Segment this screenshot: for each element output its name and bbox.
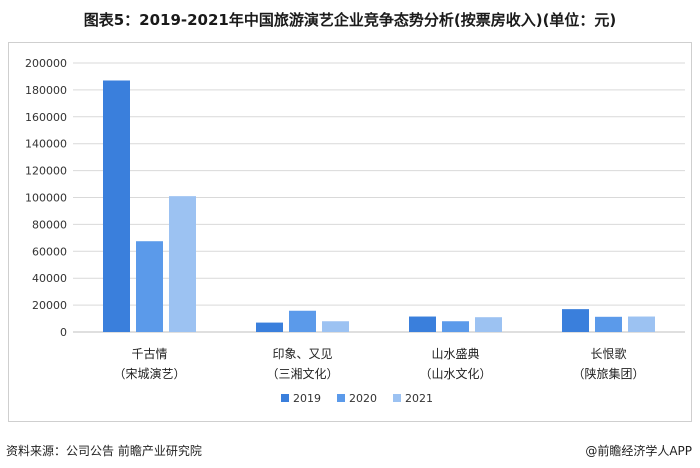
y-tick-label: 20000 [32, 299, 67, 312]
bar [169, 196, 196, 332]
legend-label: 2021 [405, 392, 433, 405]
y-tick-label: 120000 [25, 165, 67, 178]
bar [595, 316, 622, 332]
x-category-label: （宋城演艺） [113, 366, 185, 381]
bars [103, 80, 655, 332]
bar [289, 310, 316, 332]
brand-credit: @前瞻经济学人APP [585, 444, 692, 458]
legend-swatch [281, 394, 289, 402]
x-category-label: （三湘文化） [266, 366, 338, 381]
bar [475, 317, 502, 332]
bar [136, 241, 163, 332]
y-tick-label: 160000 [25, 111, 67, 124]
x-category-label: 千古情 [131, 346, 167, 361]
y-tick-label: 40000 [32, 272, 67, 285]
x-axis-labels: 千古情 （宋城演艺） 印象、又见 （三湘文化） 山水盛典 （山水文化） 长恨歌 （陕旅集团） [113, 346, 644, 381]
y-axis: 0 20000 40000 60000 80000 100000 120000 140000 1… [25, 57, 685, 339]
legend-swatch [393, 394, 401, 402]
y-tick-label: 140000 [25, 138, 67, 151]
x-category-label: 山水盛典 [431, 346, 479, 361]
bar-chart: 0 20000 40000 60000 80000 100000 120000 140000 1… [25, 57, 685, 405]
y-tick-label: 200000 [25, 57, 67, 70]
bar [562, 309, 589, 332]
legend-label: 2019 [293, 392, 321, 405]
bar [322, 321, 349, 332]
chart-frame: 0 20000 40000 60000 80000 100000 120000 140000 1… [8, 42, 692, 422]
x-category-label: （山水文化） [419, 366, 491, 381]
chart-title: 图表5：2019-2021年中国旅游演艺企业竞争态势分析(按票房收入)(单位：元… [83, 11, 617, 29]
x-category-label: （陕旅集团） [572, 366, 644, 381]
y-tick-label: 180000 [25, 84, 67, 97]
legend-label: 2020 [349, 392, 377, 405]
bar [409, 316, 436, 332]
x-category-label: 长恨歌 [590, 346, 626, 361]
x-category-label: 印象、又见 [272, 347, 332, 361]
legend-swatch [337, 394, 345, 402]
bar [628, 316, 655, 332]
bar [442, 321, 469, 332]
legend[interactable]: 2019 2020 2021 [281, 392, 433, 405]
source-note: 资料来源：公司公告 前瞻产业研究院 [6, 444, 202, 458]
y-tick-label: 100000 [25, 192, 67, 205]
bar [256, 322, 283, 332]
y-tick-label: 60000 [32, 245, 67, 258]
y-tick-label: 0 [60, 326, 67, 339]
y-tick-label: 80000 [32, 218, 67, 231]
gridlines [73, 62, 685, 306]
bar [103, 80, 130, 332]
